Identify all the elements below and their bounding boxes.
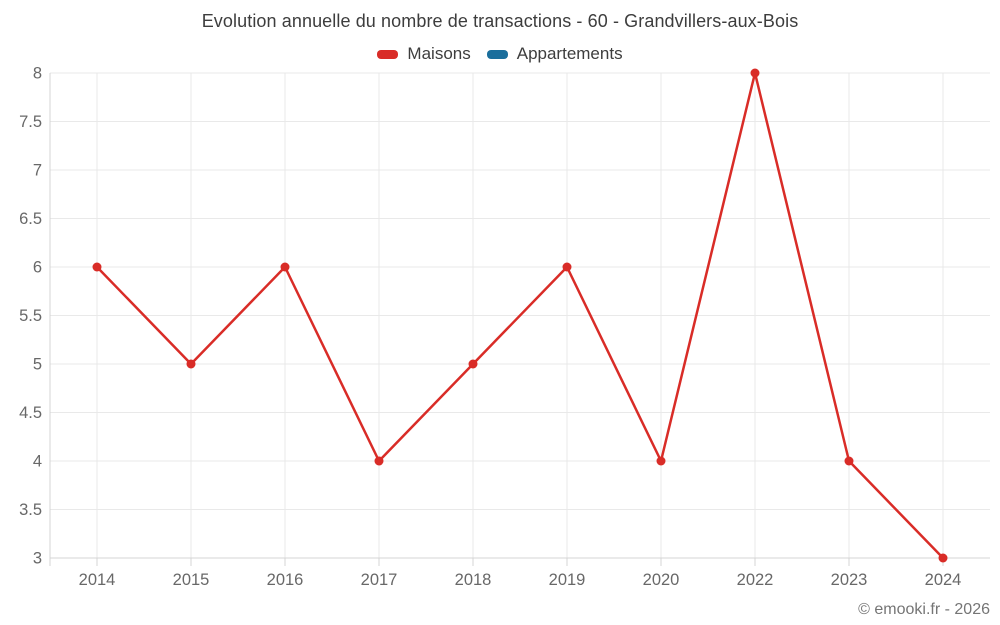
data-point[interactable] xyxy=(750,68,760,78)
y-axis-tick-label: 6 xyxy=(33,259,42,277)
y-axis-tick-label: 4.5 xyxy=(19,404,42,422)
y-axis-tick-label: 8 xyxy=(33,65,42,83)
x-axis-tick-label: 2018 xyxy=(455,571,492,589)
data-point[interactable] xyxy=(374,456,384,466)
data-point[interactable] xyxy=(844,456,854,466)
legend-item-maisons[interactable]: Maisons xyxy=(377,44,471,64)
legend-swatch-maisons xyxy=(377,49,399,59)
x-axis-tick-label: 2014 xyxy=(79,571,116,589)
data-point[interactable] xyxy=(938,553,948,563)
legend-label-maisons: Maisons xyxy=(407,44,471,63)
data-point[interactable] xyxy=(468,359,478,369)
y-axis-tick-label: 3.5 xyxy=(19,501,42,519)
x-axis-tick-label: 2020 xyxy=(643,571,680,589)
data-point[interactable] xyxy=(562,262,572,272)
y-axis-tick-label: 7 xyxy=(33,162,42,180)
legend-label-appartements: Appartements xyxy=(516,44,623,63)
x-axis-tick-label: 2015 xyxy=(173,571,210,589)
chart-legend: Maisons Appartements xyxy=(0,44,1000,64)
legend-item-appartements[interactable]: Appartements xyxy=(486,44,623,64)
y-axis-tick-label: 7.5 xyxy=(19,113,42,131)
y-axis-tick-label: 5 xyxy=(33,356,42,374)
data-point[interactable] xyxy=(656,456,666,466)
y-axis-tick-label: 5.5 xyxy=(19,307,42,325)
x-axis-tick-label: 2017 xyxy=(361,571,398,589)
x-axis-tick-label: 2023 xyxy=(831,571,868,589)
footer-credit: © emooki.fr - 2026 xyxy=(858,601,990,618)
series-line-maisons xyxy=(95,71,945,560)
x-axis-tick-label: 2019 xyxy=(549,571,586,589)
x-axis-tick-label: 2016 xyxy=(267,571,304,589)
legend-swatch-appartements xyxy=(486,49,508,59)
data-point[interactable] xyxy=(280,262,290,272)
y-axis-tick-label: 4 xyxy=(33,453,42,471)
page-title: Evolution annuelle du nombre de transact… xyxy=(201,11,799,31)
y-axis-tick-label: 6.5 xyxy=(19,210,42,228)
y-axis-tick-label: 3 xyxy=(33,550,42,568)
data-point[interactable] xyxy=(92,262,102,272)
x-axis-tick-label: 2022 xyxy=(737,571,774,589)
x-axis-tick-label: 2024 xyxy=(925,571,962,589)
data-point[interactable] xyxy=(186,359,196,369)
